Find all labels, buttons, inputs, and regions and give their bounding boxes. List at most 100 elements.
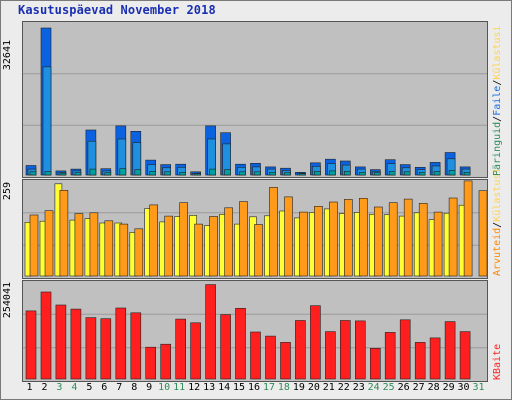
- visits-bar-top: [104, 172, 112, 176]
- sites-bar: [164, 215, 173, 277]
- kbytes-bar: [205, 284, 216, 380]
- legend-files: Faile: [492, 85, 503, 116]
- sites-bar: [59, 190, 69, 277]
- sites-bar: [239, 201, 248, 277]
- sites-bar: [149, 204, 158, 277]
- x-tick-label: 9: [146, 382, 153, 393]
- legend-sep-2: /: [492, 79, 503, 86]
- sites-bar: [433, 211, 443, 277]
- sites-bar: [358, 197, 368, 277]
- x-tick-label: 6: [101, 382, 108, 393]
- x-tick-label: 5: [86, 382, 93, 393]
- sites-bar: [463, 180, 473, 277]
- x-tick-label: 24: [367, 382, 380, 393]
- x-tick-label: 28: [427, 382, 440, 393]
- x-tick-label: 11: [173, 382, 186, 393]
- x-tick-label: 3: [56, 382, 63, 393]
- visits-bar-top: [433, 171, 441, 176]
- visits-bar-top: [209, 168, 216, 176]
- visits-bar-top: [29, 171, 37, 176]
- sites-visits-panel: [22, 179, 488, 279]
- kbytes-bar: [70, 308, 82, 380]
- middle-y-max-label: 259: [2, 182, 13, 201]
- sites-bar: [194, 223, 203, 277]
- x-tick-label: 12: [188, 382, 201, 393]
- kbytes-bar: [369, 348, 381, 380]
- sites-bar: [209, 216, 218, 277]
- x-tick-label: 14: [218, 382, 231, 393]
- x-tick-label: 20: [307, 382, 320, 393]
- visits-bar-top: [89, 168, 97, 176]
- x-tick-label: 26: [397, 382, 410, 393]
- kbytes-bar: [354, 320, 366, 380]
- visits-bar-top: [418, 172, 426, 176]
- visits-bar-top: [164, 171, 171, 176]
- visits-bar-top: [239, 171, 246, 176]
- visits-bar-top: [463, 172, 471, 176]
- sites-visits-chart: [23, 180, 487, 277]
- x-tick-label: 8: [131, 382, 138, 393]
- kbytes-bar: [339, 320, 351, 380]
- kbytes-bar: [175, 318, 186, 380]
- kbytes-bar: [235, 307, 246, 380]
- sites-bar: [104, 220, 114, 277]
- bottom-legend: KBaite: [492, 336, 506, 380]
- x-tick-label: 17: [262, 382, 276, 393]
- sites-bar: [284, 196, 293, 277]
- x-tick-label: 30: [457, 382, 470, 393]
- visits-bar-top: [284, 172, 291, 176]
- kbytes-bar: [85, 317, 97, 380]
- sites-bar: [134, 228, 144, 277]
- x-tick-label: 21: [322, 382, 335, 393]
- kbytes-bar: [310, 305, 321, 380]
- visits-bar-top: [74, 172, 82, 176]
- x-tick-label: 13: [203, 382, 216, 393]
- sites-bar: [448, 197, 458, 277]
- visits-bar-top: [179, 172, 186, 176]
- x-tick-label: 23: [352, 382, 365, 393]
- x-tick-label: 2: [41, 382, 48, 393]
- sites-bar: [373, 206, 383, 277]
- x-tick-label: 29: [442, 382, 455, 393]
- x-tick-label: 4: [71, 382, 78, 393]
- sites-bar: [119, 223, 129, 277]
- kbytes-bar: [55, 304, 67, 380]
- legend-sites: Arvuteid: [492, 227, 503, 276]
- sites-bar: [299, 211, 308, 277]
- kbytes-bar: [160, 343, 171, 380]
- legend-kbytes: KBaite: [492, 343, 503, 380]
- sites-bar: [179, 202, 188, 277]
- kbytes-bar: [399, 319, 411, 380]
- visits-bar-top: [194, 173, 201, 176]
- files-bar: [42, 66, 52, 176]
- visits-bar-top: [343, 171, 351, 176]
- bottom-y-max-label: 254041: [2, 282, 13, 319]
- sites-bar: [418, 203, 428, 277]
- x-tick-label: 7: [116, 382, 123, 393]
- kbytes-bar: [100, 318, 112, 380]
- x-tick-label: 1: [26, 382, 33, 393]
- kbytes-bar: [459, 331, 471, 380]
- kbytes-bar: [115, 307, 127, 380]
- x-tick-label: 31: [472, 382, 485, 393]
- visits-bar-top: [388, 171, 396, 176]
- x-axis-day-labels: 1 2 3 4 5 6 7 8 9 10 11 12 13 14 15 16 17 18 19 20 21 22 23 24 2…: [22, 382, 488, 396]
- middle-legend: Arvuteid/Külastusi: [492, 168, 506, 276]
- x-tick-label: 22: [337, 382, 350, 393]
- sites-bar: [329, 201, 338, 277]
- x-tick-label: 25: [382, 382, 395, 393]
- visits-bar-top: [119, 168, 127, 176]
- visits-bar-top: [314, 171, 321, 176]
- visits-bar-top: [329, 170, 336, 176]
- sites-bar: [343, 199, 353, 277]
- sites-bar: [388, 202, 398, 277]
- visits-bar-top: [149, 171, 156, 176]
- kbytes-bar: [130, 312, 142, 380]
- kbytes-bar: [414, 342, 426, 380]
- visits-bar-top: [358, 172, 366, 176]
- sites-bar: [74, 213, 84, 277]
- visits-bar-top: [59, 172, 67, 176]
- sites-bar: [254, 224, 263, 277]
- visits-bar-top: [254, 171, 261, 176]
- x-tick-label: 16: [247, 382, 261, 393]
